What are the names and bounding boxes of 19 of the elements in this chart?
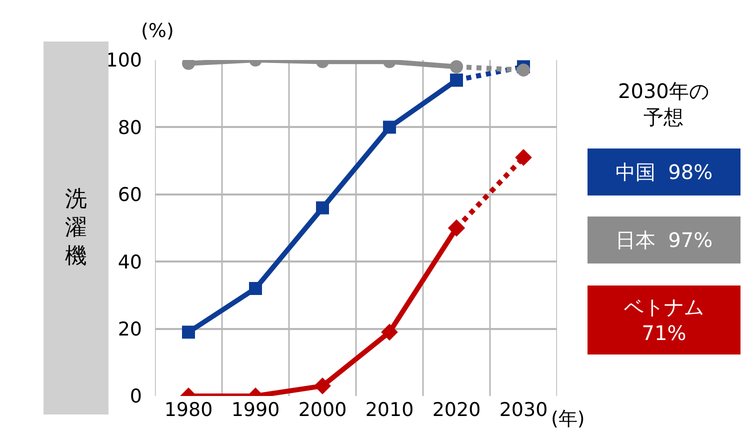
y-tick-label: 0: [130, 386, 142, 408]
y-tick-label: 80: [118, 116, 142, 139]
x-tick-label: 2020: [432, 399, 481, 421]
x-axis-title: (年): [551, 408, 585, 430]
y-tick-label: 40: [118, 251, 142, 274]
text: ベトナム 71%: [624, 295, 704, 345]
x-tick-label: 2010: [365, 399, 414, 421]
legend-title: 2030年の予想: [618, 79, 709, 129]
y-tick-label: 100: [106, 50, 142, 72]
text: 日本 97%: [615, 228, 713, 252]
x-tick-label: 1980: [164, 399, 213, 421]
text: 中国 98%: [615, 160, 713, 184]
y-axis-title: 洗濯機: [65, 186, 87, 270]
x-tick-label: 2000: [298, 399, 347, 421]
y-tick-label: 20: [118, 318, 142, 340]
text: (%): [141, 20, 174, 42]
x-tick-label: 1990: [231, 399, 280, 421]
x-tick-label: 2030: [499, 399, 548, 421]
y-tick-label: 60: [118, 184, 142, 206]
